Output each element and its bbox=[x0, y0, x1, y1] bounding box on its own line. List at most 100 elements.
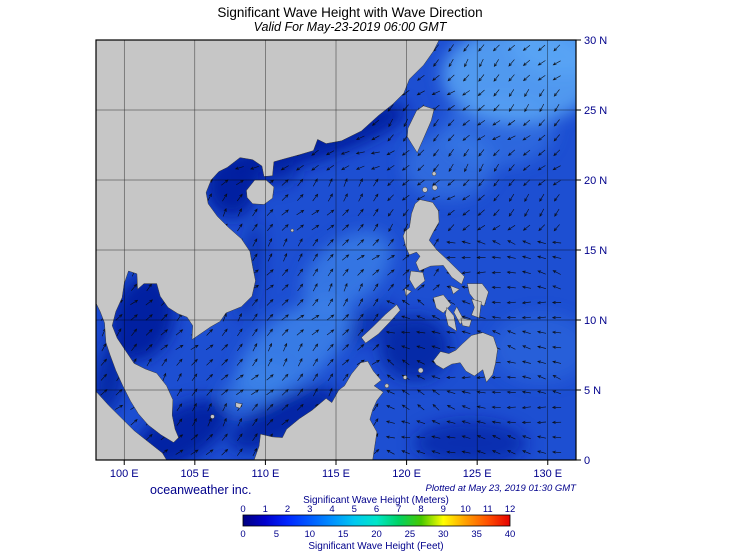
wave-arrow bbox=[402, 209, 409, 217]
lon-axis-label: 130 E bbox=[533, 468, 562, 480]
wave-arrow bbox=[446, 375, 456, 380]
wave-arrow bbox=[506, 375, 516, 379]
lon-axis-label: 125 E bbox=[463, 468, 492, 480]
wave-arrow bbox=[522, 59, 531, 66]
land-leyte bbox=[471, 298, 482, 319]
wave-height-patch bbox=[512, 40, 576, 75]
wave-arrow bbox=[553, 194, 560, 202]
wave-arrow bbox=[431, 375, 441, 380]
land-islet bbox=[290, 228, 294, 233]
land-luzon bbox=[402, 199, 465, 285]
wave-arrow bbox=[281, 284, 289, 291]
wave-arrow bbox=[326, 314, 335, 321]
wave-arrow bbox=[327, 268, 334, 277]
wave-arrow bbox=[221, 433, 228, 441]
wave-arrow bbox=[537, 360, 546, 364]
land-mindoro bbox=[409, 270, 426, 290]
wave-arrow bbox=[524, 208, 530, 218]
wave-arrow bbox=[491, 271, 501, 275]
wave-arrow bbox=[417, 164, 425, 172]
wave-arrow bbox=[433, 119, 439, 127]
wave-arrow bbox=[521, 330, 531, 335]
wave-arrow bbox=[130, 418, 138, 426]
wave-arrow bbox=[433, 134, 439, 142]
wave-arrow bbox=[446, 195, 456, 200]
wave-arrow bbox=[297, 342, 303, 352]
wave-arrow bbox=[221, 343, 229, 351]
colorbar-meter-tick: 9 bbox=[441, 504, 446, 515]
wave-arrow bbox=[372, 238, 380, 246]
wave-arrow bbox=[252, 223, 258, 232]
wave-arrow bbox=[448, 149, 454, 157]
wave-arrow bbox=[403, 223, 408, 233]
wave-arrow bbox=[312, 253, 318, 262]
wave-arrow bbox=[387, 283, 395, 291]
land-sumatra bbox=[96, 391, 167, 460]
wave-arrow bbox=[522, 119, 531, 127]
wave-arrow bbox=[536, 406, 547, 410]
wave-arrow bbox=[326, 209, 335, 216]
graticule bbox=[96, 40, 576, 460]
wave-arrow bbox=[478, 149, 485, 157]
wave-arrow bbox=[373, 403, 379, 412]
wave-arrow bbox=[296, 165, 304, 171]
wave-arrow bbox=[297, 178, 304, 187]
wave-arrow bbox=[342, 344, 350, 351]
lon-axis-label: 120 E bbox=[392, 468, 421, 480]
wave-height-patch bbox=[379, 315, 451, 381]
wave-arrow bbox=[522, 345, 531, 350]
wave-arrow bbox=[205, 344, 214, 351]
wave-arrow bbox=[400, 435, 411, 439]
wave-arrow bbox=[236, 358, 243, 366]
wave-arrow bbox=[298, 358, 303, 367]
colorbar-feet-tick: 25 bbox=[405, 529, 416, 540]
wave-arrow bbox=[417, 149, 425, 157]
wave-arrow bbox=[446, 240, 456, 244]
wave-arrow bbox=[464, 58, 469, 68]
colorbar-meter-tick: 5 bbox=[352, 504, 357, 515]
wave-arrow bbox=[506, 315, 516, 319]
wave-arrow bbox=[296, 314, 305, 320]
wave-arrow bbox=[493, 149, 500, 157]
wave-height-patch bbox=[491, 313, 576, 383]
wave-arrow bbox=[206, 358, 214, 366]
wave-arrow bbox=[267, 328, 273, 337]
wave-arrow bbox=[478, 179, 485, 187]
wave-arrow bbox=[357, 328, 364, 336]
wave-arrow bbox=[493, 179, 500, 187]
wave-arrow bbox=[522, 44, 531, 51]
wave-arrow bbox=[342, 373, 349, 381]
wave-arrow bbox=[160, 329, 169, 336]
colorbar-meter-tick: 6 bbox=[374, 504, 379, 515]
wave-arrow bbox=[416, 195, 425, 201]
wave-arrow bbox=[190, 344, 199, 350]
wave-arrow bbox=[552, 75, 561, 81]
land-islet bbox=[402, 375, 408, 380]
wave-arrow bbox=[446, 405, 456, 410]
wave-arrow bbox=[356, 254, 365, 261]
wave-arrow bbox=[206, 328, 213, 336]
colorbar-meter-tick: 4 bbox=[329, 504, 334, 515]
colorbar-gradient-bar bbox=[242, 514, 511, 527]
wave-arrow bbox=[433, 59, 439, 67]
wave-arrow bbox=[431, 90, 441, 95]
wave-arrow bbox=[537, 179, 546, 186]
wave-arrow bbox=[491, 255, 501, 259]
wave-arrow bbox=[553, 89, 560, 97]
wave-arrow bbox=[537, 75, 546, 81]
wave-arrow bbox=[222, 402, 227, 412]
wave-arrow bbox=[447, 74, 455, 82]
wave-arrow bbox=[537, 375, 546, 380]
wave-arrow bbox=[175, 344, 184, 350]
wave-arrow bbox=[448, 44, 454, 52]
wave-arrow bbox=[115, 314, 123, 321]
chart-subtitle: Valid For May-23-2019 06:00 GMT bbox=[254, 20, 448, 34]
wave-arrow bbox=[358, 298, 363, 307]
wave-arrow bbox=[417, 284, 425, 291]
wave-arrow bbox=[401, 345, 410, 350]
wave-arrow bbox=[326, 329, 335, 336]
colorbar-meter-tick: 2 bbox=[285, 504, 290, 515]
wave-arrow bbox=[342, 314, 350, 321]
wave-arrow bbox=[401, 315, 410, 320]
wave-arrow bbox=[386, 345, 395, 350]
